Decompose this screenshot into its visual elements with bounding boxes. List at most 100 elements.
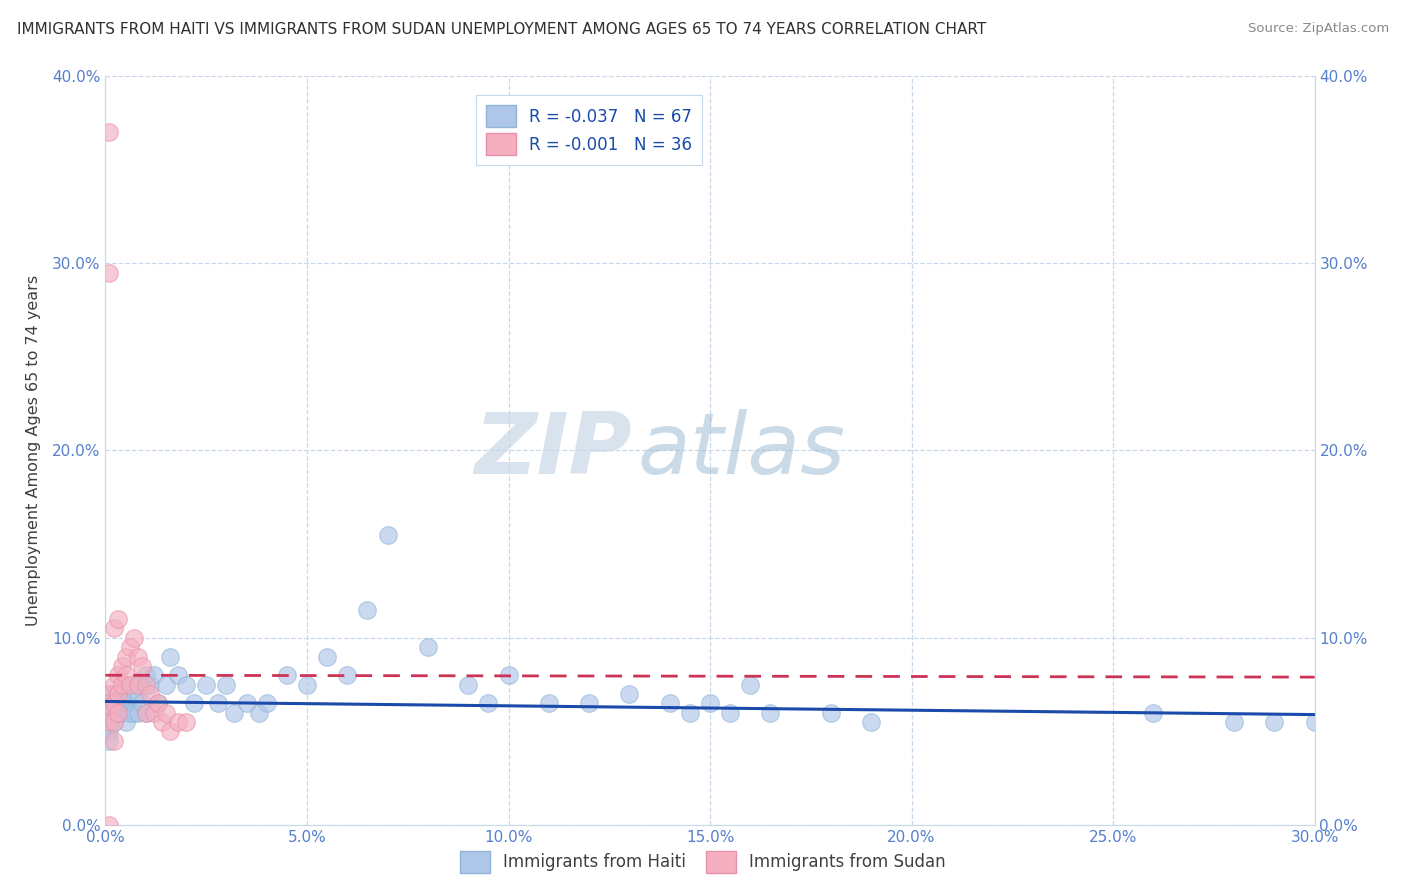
Point (155, 706, 177, 720)
Point (135, 706, 157, 720)
Point (103, 715, 125, 730)
Point (103, 687, 125, 701)
Point (1263, 715, 1285, 730)
Point (114, 678, 136, 692)
Point (98, 706, 121, 720)
Point (146, 696, 169, 710)
Point (155, 678, 177, 692)
Point (537, 696, 560, 710)
Point (114, 649, 136, 664)
Point (114, 668, 136, 682)
Point (256, 696, 278, 710)
Point (215, 678, 238, 692)
Point (98, 818, 121, 832)
Point (98, 696, 121, 710)
Point (142, 668, 165, 682)
Text: IMMIGRANTS FROM HAITI VS IMMIGRANTS FROM SUDAN UNEMPLOYMENT AMONG AGES 65 TO 74 : IMMIGRANTS FROM HAITI VS IMMIGRANTS FROM… (17, 22, 986, 37)
Point (98, 696, 121, 710)
Point (110, 687, 132, 701)
Point (131, 696, 153, 710)
Point (139, 687, 162, 701)
Point (103, 733, 125, 747)
Point (860, 715, 883, 730)
Text: ZIP: ZIP (474, 409, 631, 492)
Point (247, 706, 270, 720)
Point (316, 649, 339, 664)
Point (103, 715, 125, 730)
Point (295, 678, 318, 692)
Point (183, 696, 205, 710)
Point (103, 621, 125, 635)
Point (718, 706, 741, 720)
Point (98, 724, 121, 739)
Point (498, 668, 520, 682)
Point (122, 631, 145, 645)
Point (699, 696, 721, 710)
Point (110, 706, 132, 720)
Point (118, 687, 141, 701)
Point (658, 696, 681, 710)
Point (135, 678, 157, 692)
Point (122, 706, 145, 720)
Point (377, 527, 399, 541)
Point (103, 706, 125, 720)
Point (98, 687, 121, 701)
Point (122, 678, 145, 692)
Point (107, 612, 129, 626)
Point (98, 266, 121, 280)
Point (107, 696, 129, 710)
Point (276, 668, 298, 682)
Point (477, 696, 499, 710)
Point (98, 125, 121, 139)
Point (759, 706, 782, 720)
Point (98, 715, 121, 730)
Point (114, 696, 136, 710)
Point (174, 678, 197, 692)
Point (98, 733, 121, 747)
Point (1303, 715, 1326, 730)
Point (457, 678, 479, 692)
Text: Source: ZipAtlas.com: Source: ZipAtlas.com (1249, 22, 1389, 36)
Point (150, 715, 173, 730)
Point (103, 678, 125, 692)
Point (107, 668, 129, 682)
Point (139, 678, 162, 692)
Point (107, 687, 129, 701)
Point (107, 687, 129, 701)
Point (336, 668, 359, 682)
Point (110, 678, 132, 692)
Point (167, 668, 190, 682)
Point (167, 715, 190, 730)
Point (98, 715, 121, 730)
Point (114, 715, 136, 730)
Point (107, 706, 129, 720)
Point (98, 706, 121, 720)
Point (207, 696, 229, 710)
Point (159, 649, 181, 664)
Point (127, 649, 149, 664)
Point (356, 603, 378, 617)
Point (110, 696, 132, 710)
Point (131, 658, 153, 673)
Point (127, 687, 149, 701)
Legend: Immigrants from Haiti, Immigrants from Sudan: Immigrants from Haiti, Immigrants from S… (453, 845, 953, 880)
Point (110, 658, 132, 673)
Point (1142, 706, 1164, 720)
Point (118, 706, 141, 720)
Text: atlas: atlas (637, 409, 845, 492)
Point (103, 696, 125, 710)
Point (135, 706, 157, 720)
Point (619, 687, 641, 701)
Point (127, 678, 149, 692)
Point (578, 696, 600, 710)
Point (174, 715, 197, 730)
Point (195, 678, 218, 692)
Point (416, 640, 439, 655)
Point (1223, 715, 1246, 730)
Point (118, 640, 141, 655)
Point (142, 706, 165, 720)
Point (224, 706, 246, 720)
Point (235, 696, 257, 710)
Point (118, 678, 141, 692)
Point (820, 706, 842, 720)
